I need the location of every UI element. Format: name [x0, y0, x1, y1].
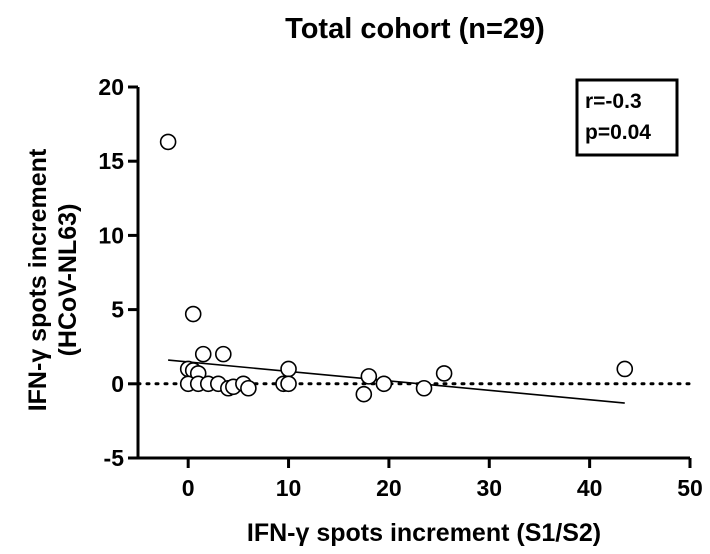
stats-box-border	[575, 78, 679, 157]
stats-p: p=0.04	[585, 121, 651, 144]
x-tick-label: 0	[182, 475, 195, 501]
x-tick-label: 20	[376, 475, 402, 501]
data-point	[240, 379, 257, 397]
data-point	[360, 368, 378, 385]
data-point	[435, 365, 453, 382]
data-point	[215, 345, 232, 363]
y-axis-label-line1: IFN-γ spots increment	[24, 148, 52, 411]
y-tick-label: 0	[111, 371, 124, 397]
plot-area: -5 0 5 10 15 20 0 10 20 30 40 50	[98, 74, 702, 501]
data-point	[280, 375, 297, 393]
stats-r: r=-0.3	[585, 90, 642, 113]
data-point	[194, 345, 212, 363]
chart-title: Total cohort (n=29)	[285, 13, 545, 45]
data-point	[159, 133, 177, 151]
y-tick-label: 20	[98, 74, 124, 100]
data-point	[375, 375, 393, 393]
data-point	[616, 360, 634, 378]
y-tick-label: 5	[111, 297, 124, 323]
x-tick-label: 10	[276, 475, 302, 501]
y-tick-label: 15	[98, 148, 124, 174]
regression-line	[168, 359, 625, 404]
stats-box: r=-0.3 p=0.04	[575, 78, 679, 157]
data-point	[184, 305, 202, 323]
y-axis-label-line2: (HCoV-NL63)	[54, 204, 82, 357]
data-point	[355, 385, 373, 403]
y-tick-label: -5	[104, 445, 125, 471]
x-tick-label: 50	[677, 475, 703, 501]
data-point	[415, 379, 433, 397]
y-axis-label: IFN-γ spots increment (HCoV-NL63)	[24, 148, 82, 411]
x-tick-label: 30	[476, 475, 502, 501]
x-axis-label: IFN-γ spots increment (S1/S2)	[247, 519, 601, 547]
x-tick-label: 40	[577, 475, 603, 501]
data-point	[280, 360, 297, 378]
y-tick-label: 10	[98, 222, 124, 248]
